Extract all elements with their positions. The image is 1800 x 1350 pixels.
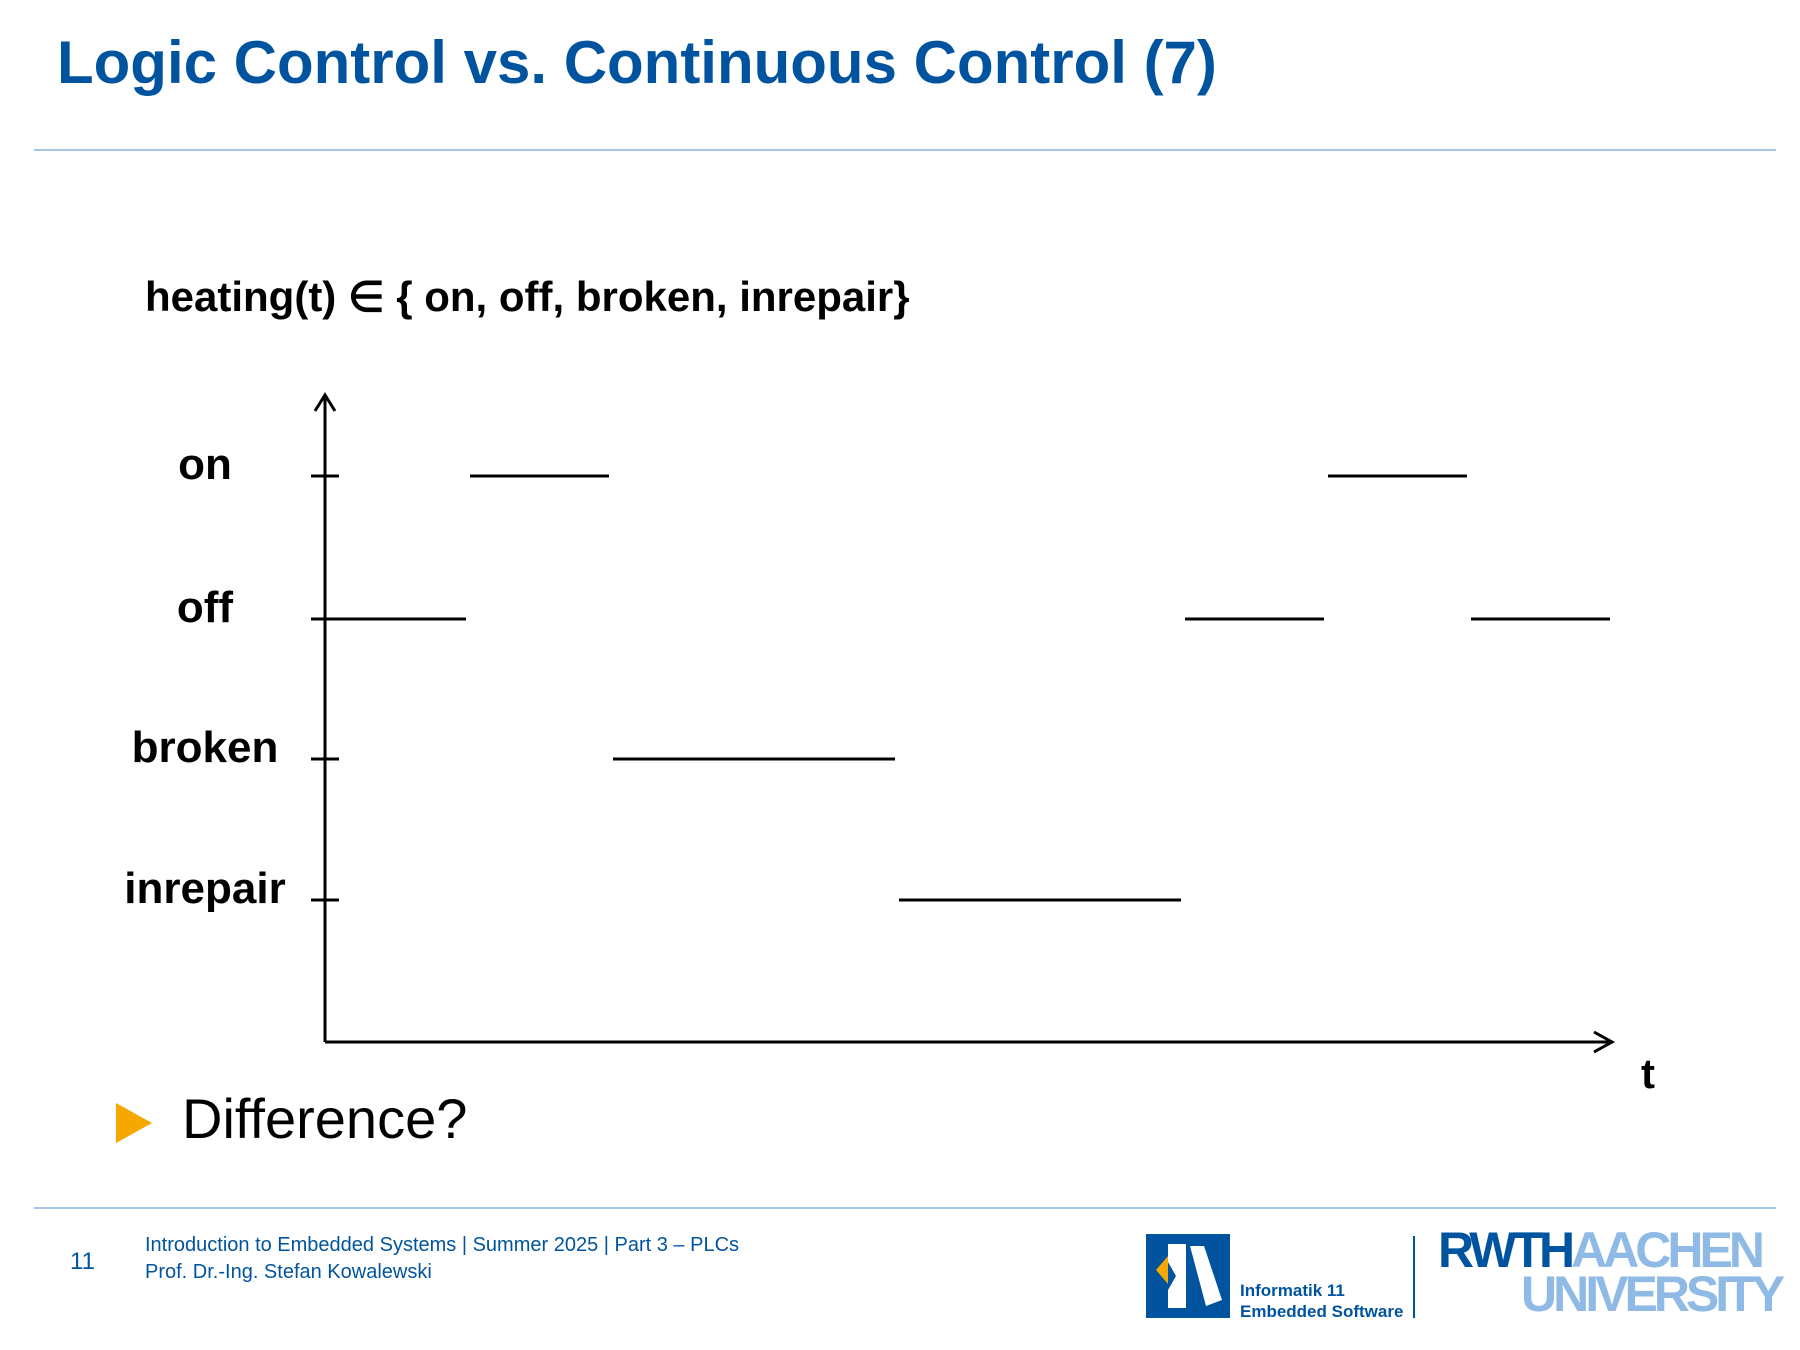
- informatik-11-logo-icon: [1146, 1234, 1230, 1318]
- course-info: Introduction to Embedded Systems | Summe…: [145, 1234, 740, 1256]
- x-axis-arrow-icon: [1593, 1030, 1616, 1054]
- institute-subtitle: Embedded Software: [1240, 1302, 1404, 1321]
- logo-separator: [1413, 1236, 1415, 1318]
- x-axis-label: t: [1641, 1050, 1655, 1097]
- header-divider: [34, 149, 1776, 151]
- slide-title: Logic Control vs. Continuous Control (7): [57, 29, 1217, 96]
- bullet-arrow-icon: [116, 1103, 152, 1143]
- footer-divider: [34, 1207, 1776, 1209]
- y-tick-label: on: [178, 440, 232, 489]
- y-tick-label: inrepair: [124, 864, 285, 913]
- y-axis-arrow-icon: [313, 392, 337, 412]
- author-info: Prof. Dr.-Ing. Stefan Kowalewski: [145, 1261, 432, 1283]
- state-set-formula: heating(t) ∈ { on, off, broken, inrepair…: [145, 273, 910, 320]
- rwth-logo-word: RWTH: [1438, 1222, 1575, 1278]
- university-logo-word: UNIVERSITY: [1521, 1266, 1785, 1322]
- y-tick-label: broken: [132, 723, 279, 772]
- y-tick-label: off: [177, 583, 234, 632]
- rwth-logo: RWTHAACHEN UNIVERSITY: [1438, 1225, 1785, 1322]
- bullet-question: Difference?: [182, 1087, 468, 1150]
- institute-name: Informatik 11: [1240, 1281, 1345, 1300]
- page-number: 11: [70, 1248, 95, 1275]
- aachen-logo-word: AACHEN: [1571, 1222, 1765, 1278]
